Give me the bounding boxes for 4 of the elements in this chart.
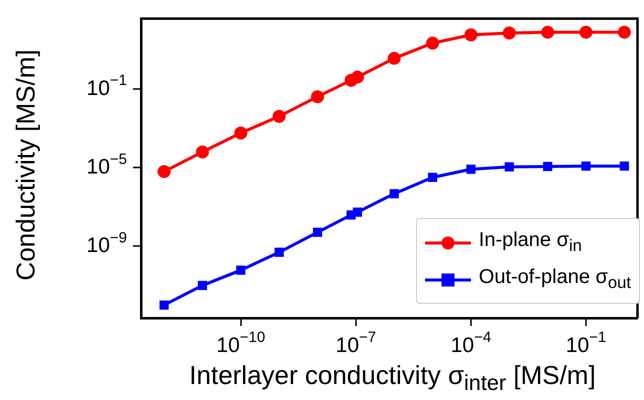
legend-label: Out-of-plane σ$_{out}$: [478, 266, 631, 293]
x-axis-title: Interlayer conductivity σ$_{inter}$ [MS/m]: [188, 360, 597, 396]
y-axis-title: Conductivity [MS/m]: [10, 49, 42, 281]
legend-label: In-plane σ$_{in}$: [478, 229, 582, 256]
